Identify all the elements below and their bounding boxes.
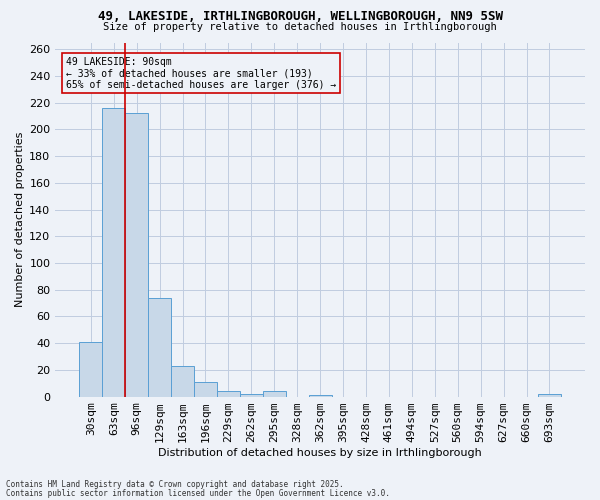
Bar: [125, 114, 148, 397]
Bar: [217, 391, 240, 396]
Text: Contains HM Land Registry data © Crown copyright and database right 2025.: Contains HM Land Registry data © Crown c…: [6, 480, 344, 489]
X-axis label: Distribution of detached houses by size in Irthlingborough: Distribution of detached houses by size …: [158, 448, 482, 458]
Text: 49, LAKESIDE, IRTHLINGBOROUGH, WELLINGBOROUGH, NN9 5SW: 49, LAKESIDE, IRTHLINGBOROUGH, WELLINGBO…: [97, 10, 503, 23]
Bar: [263, 391, 286, 396]
Bar: [79, 342, 102, 396]
Bar: [194, 382, 217, 396]
Bar: [102, 108, 125, 397]
Bar: [308, 395, 332, 396]
Text: Size of property relative to detached houses in Irthlingborough: Size of property relative to detached ho…: [103, 22, 497, 32]
Bar: [538, 394, 561, 396]
Text: 49 LAKESIDE: 90sqm
← 33% of detached houses are smaller (193)
65% of semi-detach: 49 LAKESIDE: 90sqm ← 33% of detached hou…: [66, 56, 336, 90]
Bar: [171, 366, 194, 396]
Bar: [148, 298, 171, 396]
Y-axis label: Number of detached properties: Number of detached properties: [15, 132, 25, 307]
Text: Contains public sector information licensed under the Open Government Licence v3: Contains public sector information licen…: [6, 490, 390, 498]
Bar: [240, 394, 263, 396]
